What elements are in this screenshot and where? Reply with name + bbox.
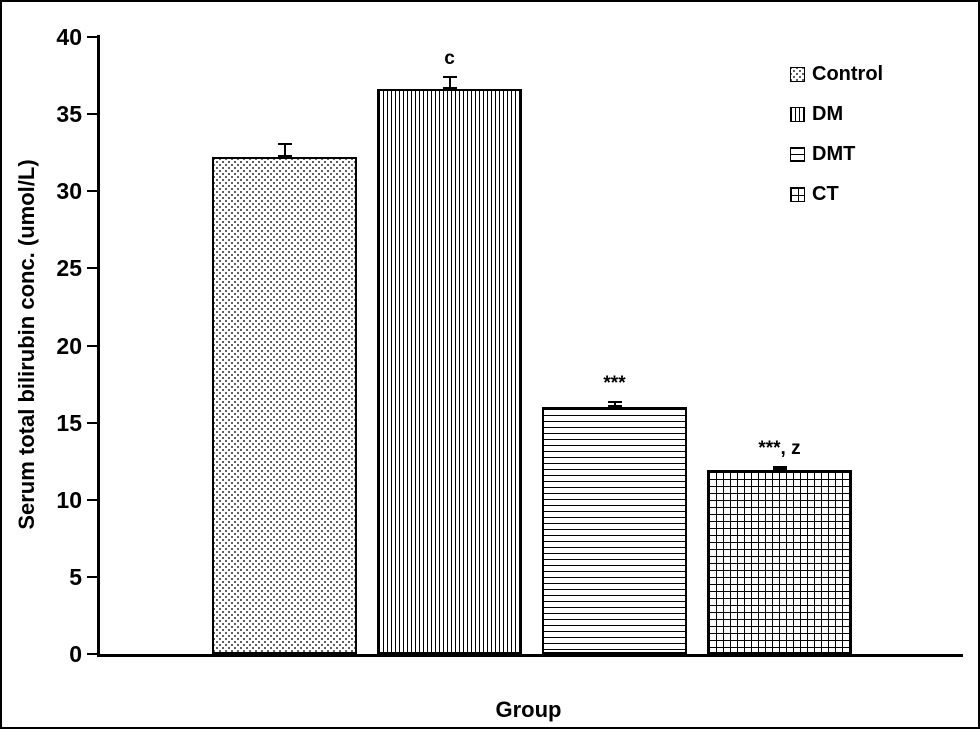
y-tick-mark: [87, 421, 97, 424]
legend-swatch-icon: [790, 186, 805, 202]
bar-dmt: [542, 407, 687, 654]
error-bar-control: [277, 143, 292, 158]
legend-swatch-icon: [790, 106, 805, 122]
x-axis-title: Group: [495, 697, 562, 722]
y-tick-label: 15: [56, 409, 82, 436]
legend-item-dm: DM: [790, 94, 883, 134]
y-tick-mark: [87, 113, 97, 116]
y-tick-label: 35: [56, 101, 82, 128]
y-tick-label: 20: [56, 332, 82, 359]
bar-annotation-dmt: ***: [603, 373, 626, 395]
legend-label: DMT: [812, 142, 856, 165]
legend-swatch-icon: [790, 146, 805, 162]
legend-label: CT: [812, 182, 839, 205]
y-tick-mark: [87, 498, 97, 501]
y-tick-label: 25: [56, 255, 82, 282]
legend-label: Control: [812, 62, 884, 85]
bar-annotation-dm: c: [444, 47, 455, 69]
error-bar-dm: [442, 75, 457, 90]
bar-ct: [707, 470, 852, 654]
y-tick-mark: [87, 653, 97, 655]
legend-swatch-icon: [790, 66, 805, 82]
bar-annotation-ct: ***, z: [758, 437, 801, 459]
bar-control: [212, 157, 357, 654]
y-tick-mark: [87, 36, 97, 38]
error-bar-ct: [772, 465, 787, 471]
y-tick-mark: [87, 344, 97, 347]
legend-label: DM: [812, 102, 844, 125]
bar-dm: [377, 89, 522, 654]
y-tick-mark: [87, 267, 97, 270]
y-tick-label: 5: [69, 563, 82, 590]
y-tick-label: 10: [56, 486, 82, 513]
legend-item-control: Control: [790, 54, 883, 94]
y-tick-mark: [87, 575, 97, 578]
y-tick-label: 30: [56, 178, 82, 205]
x-axis-line: [97, 654, 963, 657]
y-tick-label: 0: [69, 641, 82, 667]
y-tick-label: 40: [56, 24, 82, 50]
legend: Control DM DMT CT: [790, 54, 883, 214]
y-axis-line: [97, 35, 100, 657]
legend-item-ct: CT: [790, 174, 883, 214]
legend-item-dmt: DMT: [790, 134, 883, 174]
y-tick-mark: [87, 190, 97, 193]
error-bar-dmt: [607, 401, 622, 408]
